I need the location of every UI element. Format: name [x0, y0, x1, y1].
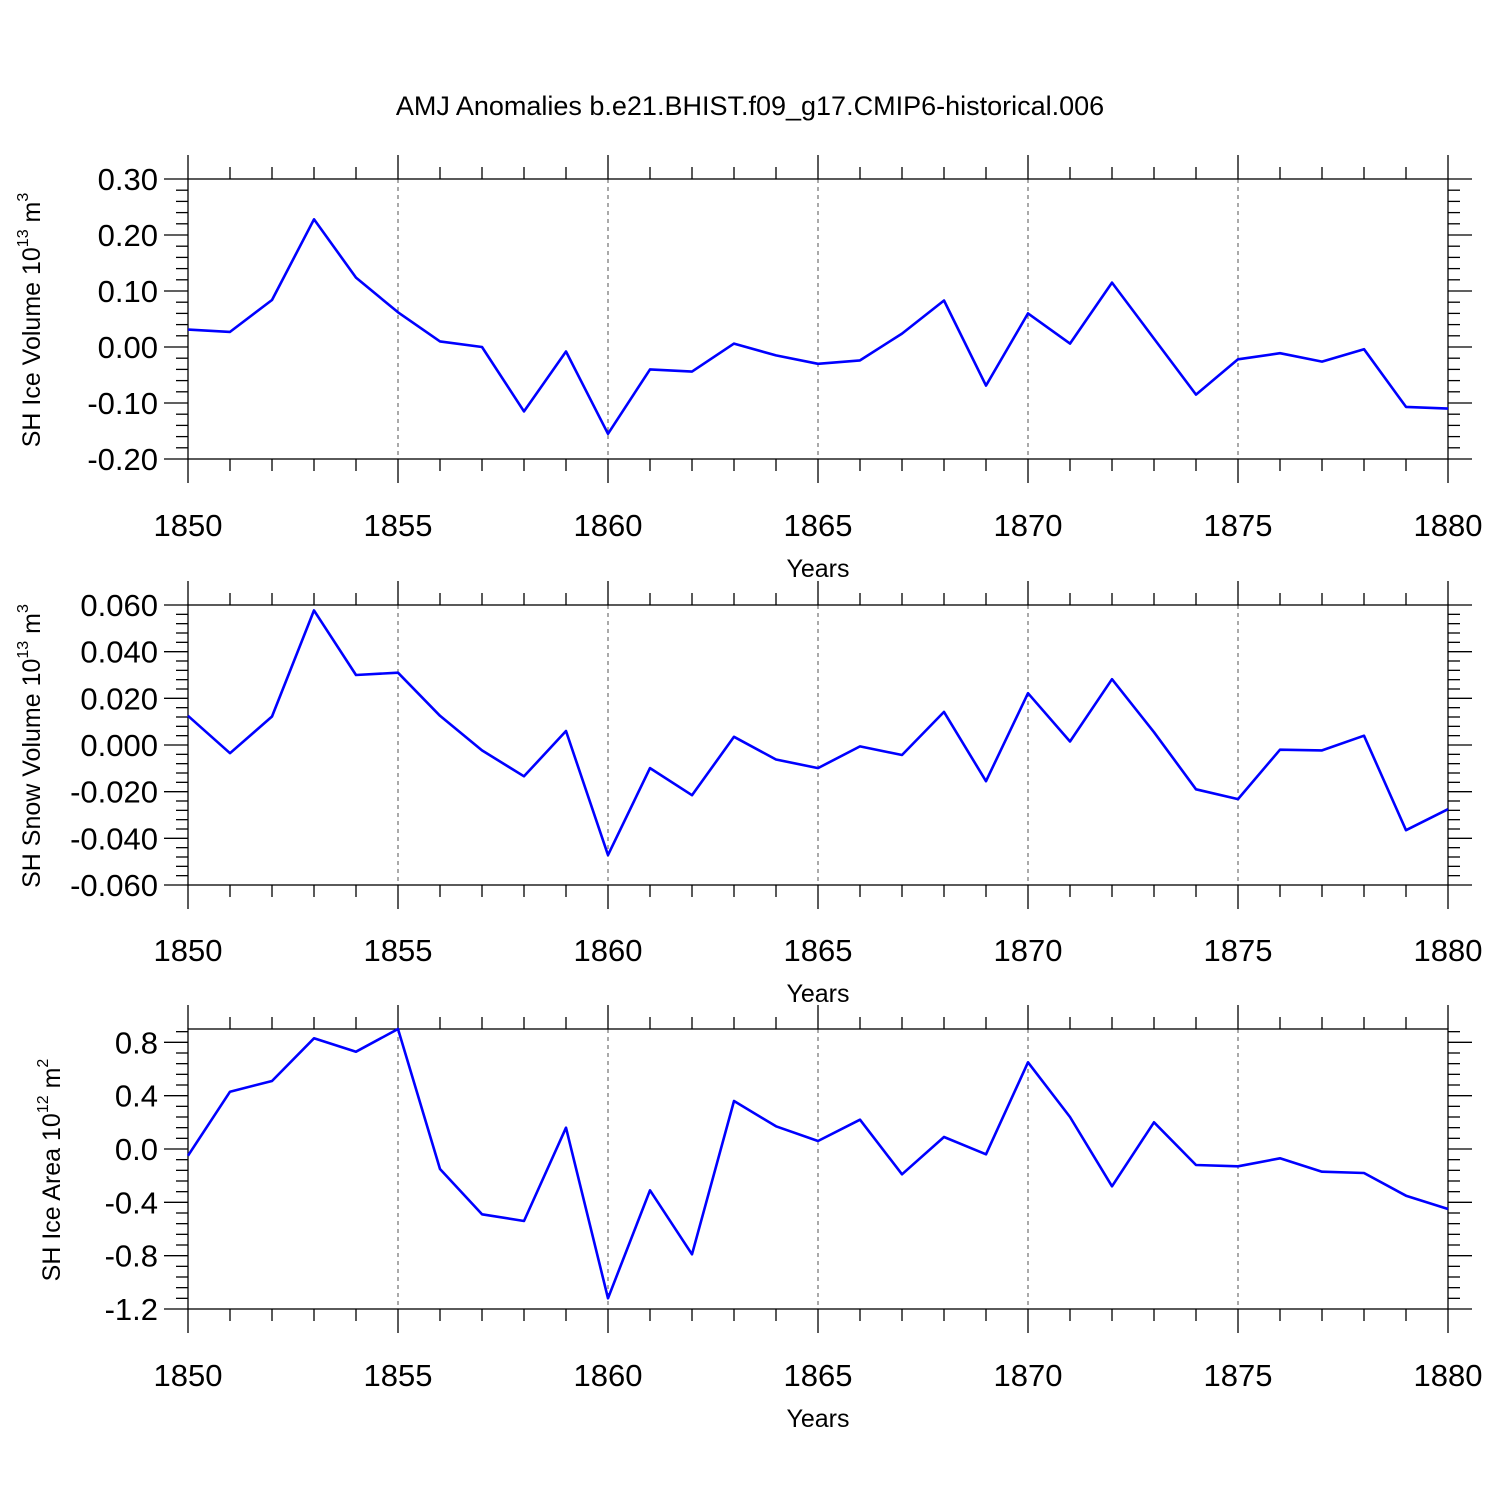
x-tick-label: 1880 — [1414, 1358, 1483, 1393]
y-tick-label: 0.00 — [98, 330, 158, 365]
y-axis-title: SH Snow Volume 1013 m3 — [15, 604, 46, 888]
y-tick-label: -0.4 — [105, 1185, 158, 1220]
series-line — [187, 609, 1449, 857]
chart-panels: 0.30 0.20 0.10 0.00 -0.10 -0.20 1850 1855 1860 18… — [15, 155, 1482, 1433]
series-line — [186, 1027, 1449, 1300]
x-tick-label: 1855 — [364, 1358, 433, 1393]
x-tick-label: 1855 — [364, 933, 433, 968]
panel-3: 0.8 0.4 0.0 -0.4 -0.8 -1.2 1850 1855 1860 1865 187… — [35, 1005, 1482, 1433]
x-tick-label: 1875 — [1204, 933, 1273, 968]
y-tick-label: -0.040 — [70, 821, 158, 856]
x-tick-label: 1850 — [154, 933, 223, 968]
x-tick-label: 1850 — [154, 1358, 223, 1393]
y-tick-label: 0.020 — [80, 681, 158, 716]
y-tick-label: 0.20 — [98, 218, 158, 253]
x-axis-title: Years — [786, 555, 849, 583]
y-tick-label: -0.10 — [87, 386, 158, 421]
chart-title: AMJ Anomalies b.e21.BHIST.f09_g17.CMIP6-… — [396, 91, 1104, 121]
x-tick-label: 1865 — [784, 508, 853, 543]
x-tick-label: 1855 — [364, 508, 433, 543]
panel-1: 0.30 0.20 0.10 0.00 -0.10 -0.20 1850 1855 1860 18… — [15, 155, 1482, 583]
y-axis-title: SH Ice Volume 1013 m3 — [15, 193, 46, 448]
x-tick-label: 1880 — [1414, 933, 1483, 968]
x-tick-label: 1860 — [574, 508, 643, 543]
y-tick-label: -0.060 — [70, 868, 158, 903]
y-tick-label: 0.0 — [115, 1132, 158, 1167]
y-tick-label: -0.020 — [70, 775, 158, 810]
y-tick-label: 0.060 — [80, 588, 158, 623]
x-tick-label: 1865 — [784, 933, 853, 968]
x-tick-label: 1870 — [994, 933, 1063, 968]
y-tick-label: 0.4 — [115, 1079, 158, 1114]
y-tick-label: 0.30 — [98, 162, 158, 197]
y-axis-title: SH Ice Area 1012 m2 — [35, 1059, 66, 1282]
y-tick-label: 0.10 — [98, 274, 158, 309]
x-axis-title: Years — [786, 1405, 849, 1433]
panel-2: 0.060 0.040 0.020 0.000 -0.020 -0.040 -0.060 18… — [15, 581, 1482, 1008]
x-tick-label: 1875 — [1204, 508, 1273, 543]
x-axis-title: Years — [786, 980, 849, 1008]
x-tick-label: 1860 — [574, 933, 643, 968]
x-tick-label: 1870 — [994, 1358, 1063, 1393]
x-tick-label: 1875 — [1204, 1358, 1273, 1393]
x-tick-label: 1850 — [154, 508, 223, 543]
y-tick-label: 0.000 — [80, 728, 158, 763]
x-tick-label: 1865 — [784, 1358, 853, 1393]
x-tick-label: 1860 — [574, 1358, 643, 1393]
x-tick-label: 1870 — [994, 508, 1063, 543]
y-tick-label: 0.040 — [80, 635, 158, 670]
y-tick-label: 0.8 — [115, 1025, 158, 1060]
x-tick-label: 1880 — [1414, 508, 1483, 543]
series-line — [187, 218, 1449, 436]
y-tick-label: -0.8 — [105, 1239, 158, 1274]
y-tick-label: -1.2 — [105, 1292, 158, 1327]
y-tick-label: -0.20 — [87, 442, 158, 477]
